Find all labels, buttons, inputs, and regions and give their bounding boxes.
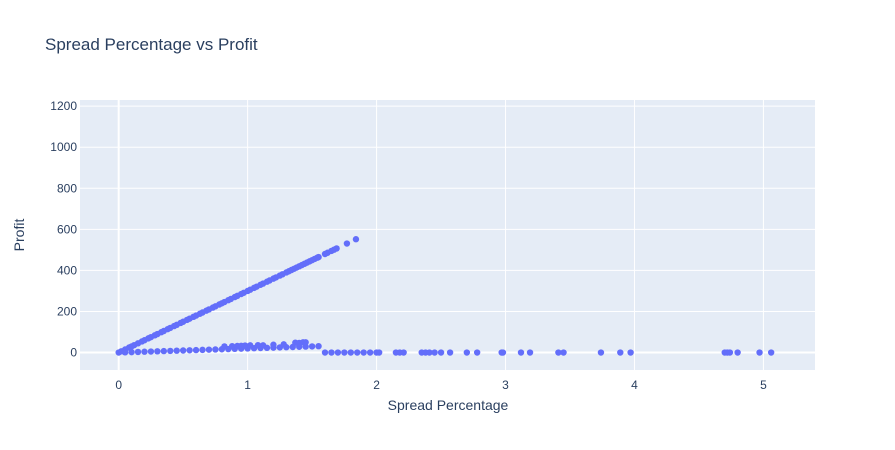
data-point[interactable] [767, 349, 775, 356]
data-point[interactable] [321, 349, 329, 356]
data-point[interactable] [315, 253, 322, 261]
data-point[interactable] [241, 342, 249, 349]
data-point[interactable] [199, 346, 206, 354]
data-point[interactable] [726, 349, 734, 356]
data-point[interactable] [426, 349, 433, 356]
y-tick-label: 600 [57, 222, 77, 236]
data-point[interactable] [128, 348, 135, 356]
data-point[interactable] [431, 349, 438, 356]
data-point[interactable] [179, 347, 187, 354]
x-axis-title: Spread Percentage [388, 397, 509, 413]
x-tick-label: 3 [502, 378, 509, 392]
data-point[interactable] [186, 347, 193, 354]
x-tick-label: 4 [631, 378, 638, 392]
data-point[interactable] [141, 348, 148, 355]
data-point[interactable] [354, 349, 361, 356]
data-point[interactable] [347, 349, 354, 356]
data-point[interactable] [617, 349, 624, 356]
data-point[interactable] [517, 349, 525, 356]
data-point[interactable] [134, 348, 142, 356]
chart-title: Spread Percentage vs Profit [45, 35, 258, 54]
data-point[interactable] [221, 343, 228, 350]
data-point[interactable] [259, 342, 267, 349]
data-point[interactable] [473, 349, 481, 356]
plot-background [80, 100, 815, 370]
data-point[interactable] [437, 349, 445, 356]
data-point[interactable] [526, 349, 534, 356]
y-tick-label: 200 [57, 304, 77, 318]
data-point[interactable] [247, 342, 254, 349]
x-tick-label: 5 [760, 378, 767, 392]
y-tick-label: 1000 [50, 140, 77, 154]
data-point[interactable] [154, 348, 161, 355]
data-point[interactable] [400, 349, 407, 356]
data-point[interactable] [463, 349, 471, 356]
x-tick-label: 2 [373, 378, 380, 392]
data-point[interactable] [121, 349, 129, 356]
data-point[interactable] [147, 348, 155, 355]
data-point[interactable] [308, 343, 316, 350]
data-point[interactable] [446, 349, 454, 356]
data-point[interactable] [302, 339, 309, 346]
data-point[interactable] [280, 341, 287, 348]
data-point[interactable] [375, 349, 383, 356]
data-point[interactable] [756, 349, 763, 356]
data-point[interactable] [212, 346, 219, 353]
data-point[interactable] [167, 347, 174, 355]
data-point[interactable] [160, 347, 168, 355]
x-axis-ticks: 0 1 2 3 4 5 [115, 378, 767, 392]
data-points [115, 236, 775, 356]
x-tick-label: 1 [244, 378, 251, 392]
data-point[interactable] [205, 346, 213, 353]
data-point[interactable] [173, 347, 180, 354]
data-point[interactable] [734, 349, 741, 356]
y-tick-label: 800 [57, 181, 77, 195]
data-point[interactable] [597, 349, 605, 356]
data-point[interactable] [627, 349, 634, 356]
x-tick-label: 0 [115, 378, 122, 392]
data-point[interactable] [555, 349, 562, 356]
data-point[interactable] [499, 349, 507, 356]
data-point[interactable] [228, 342, 236, 350]
data-point[interactable] [315, 342, 322, 350]
data-point[interactable] [366, 349, 374, 356]
data-point[interactable] [333, 245, 340, 252]
data-point[interactable] [560, 349, 567, 356]
data-point[interactable] [334, 349, 342, 356]
y-tick-label: 1200 [50, 99, 77, 113]
y-axis-ticks: 0 200 400 600 800 1000 1200 [50, 99, 77, 359]
data-point[interactable] [254, 341, 262, 349]
data-point[interactable] [328, 349, 335, 356]
y-axis-title: Profit [11, 219, 27, 252]
data-point[interactable] [341, 349, 348, 356]
data-point[interactable] [192, 346, 200, 354]
data-point[interactable] [352, 236, 360, 243]
y-tick-label: 400 [57, 263, 77, 277]
data-point[interactable] [270, 341, 277, 348]
data-point[interactable] [360, 349, 367, 356]
y-tick-label: 0 [70, 346, 77, 360]
data-point[interactable] [343, 240, 351, 247]
